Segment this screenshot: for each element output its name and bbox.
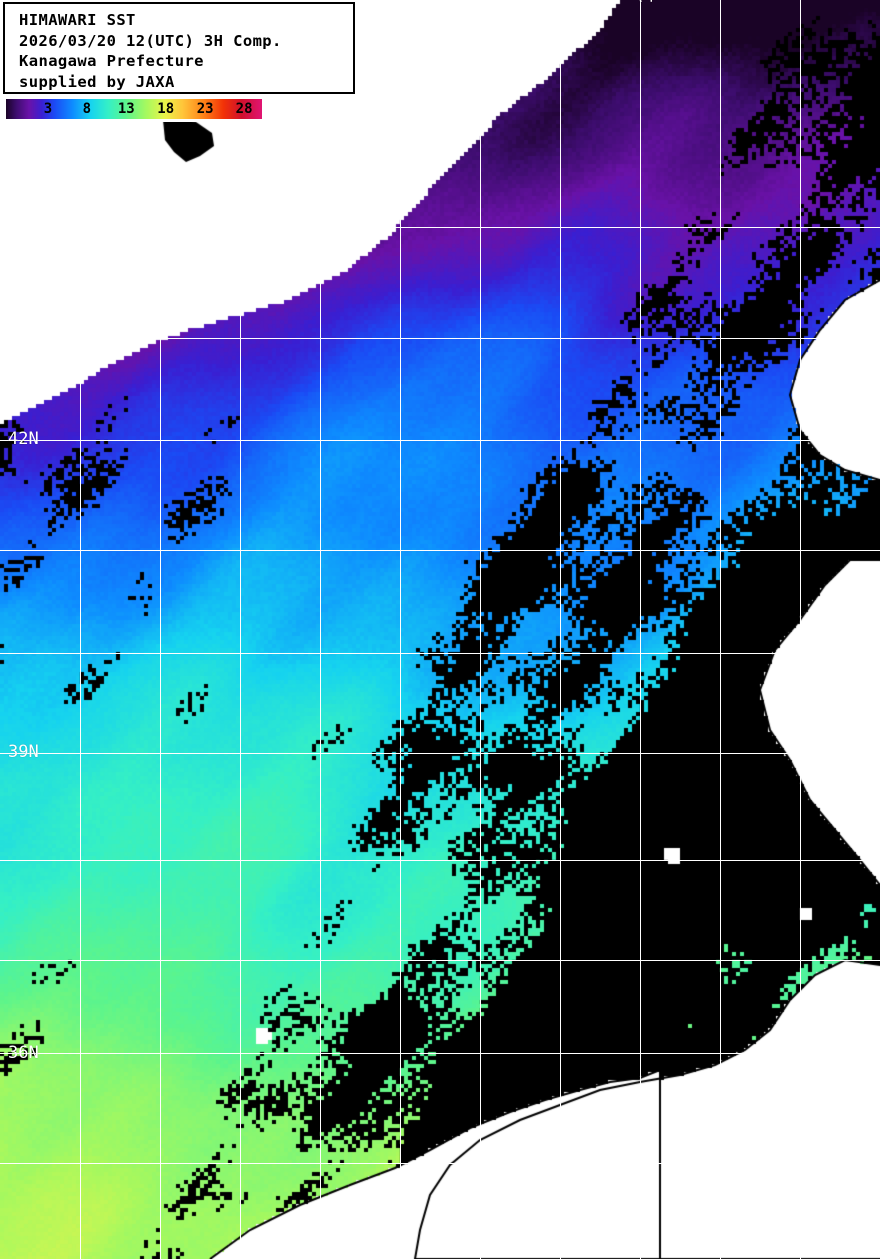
title-line-region: Kanagawa Prefecture: [19, 52, 204, 70]
colorbar-tick-23: 23: [196, 101, 214, 117]
colorbar-strip: 3 8 13 18 23 28: [6, 99, 262, 119]
colorbar-tick-3: 3: [43, 101, 53, 117]
title-line-datetime: 2026/03/20 12(UTC) 3H Comp.: [19, 31, 282, 50]
colorbar-tick-13: 13: [117, 101, 135, 117]
colorbar-tick-28: 28: [235, 101, 253, 117]
title-legend-box: HIMAWARI SST 2026/03/20 12(UTC) 3H Comp.…: [3, 2, 355, 94]
colorbar-gradient: [6, 99, 262, 119]
colorbar: 3 8 13 18 23 28: [3, 96, 265, 122]
title-line-product: HIMAWARI SST: [19, 11, 136, 29]
title-line-source: supplied by JAXA: [19, 72, 175, 91]
colorbar-tick-8: 8: [82, 101, 92, 117]
colorbar-tick-18: 18: [157, 101, 175, 117]
